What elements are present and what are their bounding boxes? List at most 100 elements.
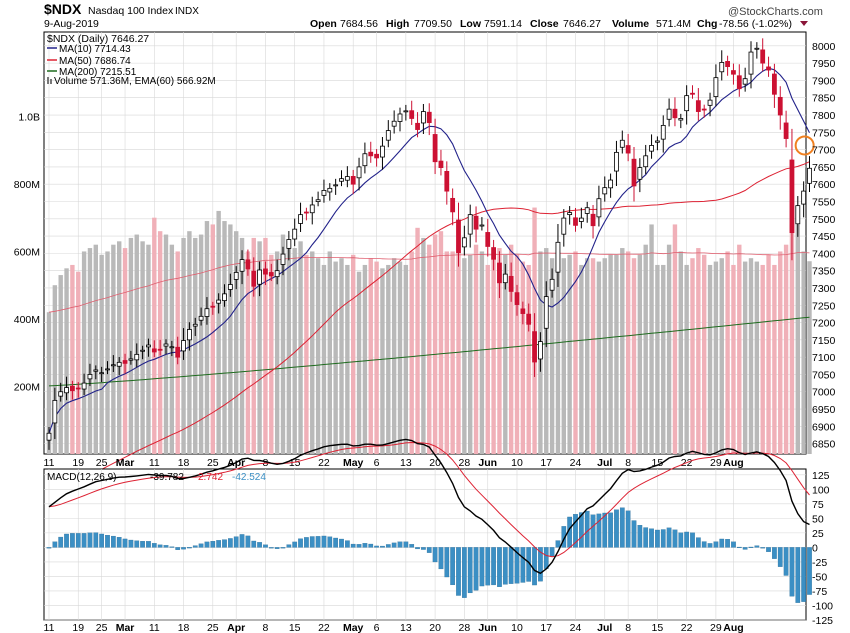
macd-histogram-bar xyxy=(649,528,654,548)
candle-body xyxy=(344,176,350,181)
macd-date-label: 28 xyxy=(459,622,471,633)
volume-bar xyxy=(468,254,473,454)
macd-histogram-bar xyxy=(192,545,198,548)
volume-bar xyxy=(520,261,526,454)
candle-body xyxy=(368,151,374,157)
volume-tick-label: 600M xyxy=(14,246,40,258)
macd-date-label: 22 xyxy=(318,622,330,633)
volume-bar xyxy=(637,254,643,454)
candle-body xyxy=(245,259,251,270)
legend-volume-swatch-2 xyxy=(50,79,52,84)
macd-histogram xyxy=(46,507,812,603)
macd-histogram-bar xyxy=(286,544,292,548)
volume-bar xyxy=(625,251,631,454)
macd-histogram-bar xyxy=(227,538,233,548)
price-axis: 8000 7950 7900 7850 7800 7750 7700 7650 7600 7550… xyxy=(812,41,836,451)
macd-histogram-bar xyxy=(561,526,567,548)
volume-bar xyxy=(216,210,221,454)
macd-histogram-bar xyxy=(614,509,619,548)
volume-bar xyxy=(333,261,338,454)
price-date-label: 13 xyxy=(400,457,412,469)
candle-body xyxy=(450,197,456,213)
candle-body xyxy=(807,167,812,184)
macd-histogram-bar xyxy=(157,544,163,548)
candle-body xyxy=(438,160,444,168)
macd-histogram-bar xyxy=(362,543,368,548)
volume-bar xyxy=(105,251,110,454)
candle-body xyxy=(742,78,748,85)
watermark: @StockCharts.com xyxy=(728,6,823,18)
volume-tick-label: 400M xyxy=(14,314,40,326)
macd-tick-label: -75 xyxy=(812,586,827,598)
candle-body xyxy=(719,62,725,73)
volume-bar xyxy=(579,264,584,454)
macd-histogram-bar xyxy=(385,544,391,548)
macd-date-label: 13 xyxy=(400,622,412,633)
volume-bar xyxy=(661,264,666,454)
candle-body xyxy=(128,358,134,361)
volume-bar xyxy=(497,248,502,454)
macd-histogram-bar xyxy=(801,547,807,602)
price-date-label: 25 xyxy=(96,457,108,469)
macd-histogram-bar xyxy=(280,547,286,549)
macd-histogram-bar xyxy=(75,533,81,548)
candle-body xyxy=(397,113,403,122)
macd-date-label: 19 xyxy=(72,622,84,633)
candle-body xyxy=(263,268,268,275)
macd-tick-label: 0 xyxy=(812,542,818,554)
volume-bar xyxy=(567,254,572,454)
candle-body xyxy=(175,346,181,358)
volume-bar xyxy=(52,285,58,454)
price-tick-label: 7250 xyxy=(812,300,836,312)
macd-histogram-bar xyxy=(637,525,643,548)
price-tick-label: 7650 xyxy=(812,162,836,174)
macd-histogram-bar xyxy=(713,541,719,548)
candle-body xyxy=(227,284,233,290)
price-tick-label: 7950 xyxy=(812,58,836,70)
macd-histogram-bar xyxy=(409,544,415,548)
candle-body xyxy=(169,346,175,349)
macd-date-label: Jul xyxy=(597,622,612,633)
candle-body xyxy=(701,108,707,111)
candle-body xyxy=(497,262,502,284)
volume-bar xyxy=(456,244,461,454)
volume-bar xyxy=(70,264,75,454)
candle-body xyxy=(303,211,309,214)
price-tick-label: 7800 xyxy=(812,110,836,122)
price-tick-label: 7000 xyxy=(812,387,836,399)
macd-tick-label: 25 xyxy=(812,528,824,540)
macd-histogram-bar xyxy=(772,547,777,559)
volume-bar xyxy=(690,258,695,454)
macd-histogram-bar xyxy=(748,546,754,548)
candle-body xyxy=(116,361,122,367)
volume-bar xyxy=(386,264,391,454)
macd-histogram-bar xyxy=(538,547,543,582)
macd-histogram-bar xyxy=(777,547,783,567)
candle-body xyxy=(157,348,163,351)
candle-body xyxy=(409,110,415,119)
macd-histogram-bar xyxy=(116,537,122,548)
macd-histogram-bar xyxy=(479,547,485,587)
price-tick-label: 7500 xyxy=(812,214,836,226)
macd-histogram-bar xyxy=(356,544,362,548)
candle-body xyxy=(707,99,713,106)
volume-bar xyxy=(585,258,590,454)
macd-tick-label: -50 xyxy=(812,571,827,583)
macd-histogram-bar xyxy=(175,547,181,550)
volume-bar xyxy=(760,264,765,454)
volume-bar xyxy=(427,244,432,454)
low-value: 7591.14 xyxy=(484,18,522,30)
macd-histogram-bar xyxy=(619,507,625,548)
candle-body xyxy=(684,95,690,112)
candle-body xyxy=(122,360,128,364)
macd-histogram-bar xyxy=(99,533,104,548)
macd-histogram-bar xyxy=(555,540,561,548)
volume-bar xyxy=(795,224,800,454)
macd-histogram-bar xyxy=(304,537,309,548)
macd-axis: 125 100 75 50 25 0 -25 -50 -75 -100 -125 xyxy=(812,470,833,627)
price-tick-label: 7200 xyxy=(812,318,836,330)
macd-histogram-bar xyxy=(608,512,613,548)
candle-body xyxy=(596,198,602,218)
price-tick-label: 6950 xyxy=(812,404,836,416)
macd-histogram-bar xyxy=(502,547,508,585)
